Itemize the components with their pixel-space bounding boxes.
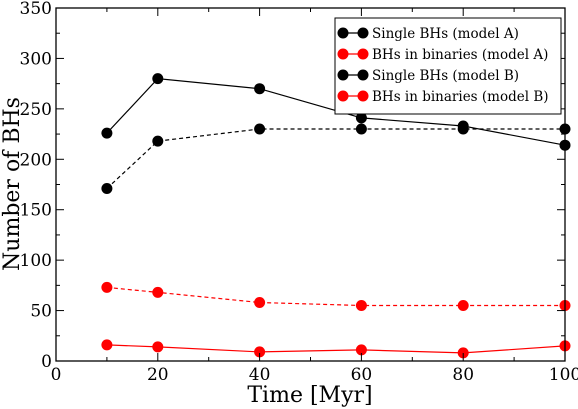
series-line bbox=[106, 286, 565, 307]
data-point bbox=[457, 300, 469, 311]
x-tick-label: 60 bbox=[351, 365, 373, 385]
x-tick-label: 100 bbox=[549, 365, 578, 385]
data-point bbox=[457, 347, 469, 359]
legend-marker bbox=[357, 90, 369, 102]
data-point bbox=[152, 73, 164, 85]
series-line bbox=[106, 128, 565, 189]
y-tick-label: 0 bbox=[41, 352, 52, 372]
data-point bbox=[101, 127, 113, 139]
y-tick-label: 300 bbox=[20, 49, 52, 69]
y-tick-label: 250 bbox=[20, 100, 52, 120]
legend-label: BHs in binaries (model A) bbox=[372, 47, 548, 63]
legend-box bbox=[334, 17, 562, 115]
legend-marker bbox=[357, 69, 369, 81]
x-axis-title: Time [Myr] bbox=[247, 383, 372, 408]
legend-label: Single BHs (model B) bbox=[372, 68, 519, 84]
data-point bbox=[101, 339, 113, 351]
legend-marker bbox=[337, 48, 349, 60]
legend-label: Single BHs (model A) bbox=[372, 26, 519, 42]
data-point bbox=[254, 83, 266, 95]
legend: Single BHs (model A) BHs in binaries (mod… bbox=[334, 17, 562, 115]
series-line bbox=[106, 344, 566, 354]
y-tick-label: 50 bbox=[30, 302, 52, 322]
data-point bbox=[254, 346, 266, 358]
data-point bbox=[152, 135, 164, 147]
data-point bbox=[355, 112, 367, 124]
data-point bbox=[152, 286, 164, 298]
data-point bbox=[355, 300, 367, 311]
data-point bbox=[101, 281, 113, 293]
legend-marker bbox=[337, 69, 349, 81]
data-point bbox=[355, 344, 367, 356]
x-tick-label: 40 bbox=[249, 365, 271, 385]
legend-marker bbox=[357, 27, 369, 39]
data-point bbox=[457, 123, 469, 135]
legend-marker bbox=[357, 48, 369, 60]
axis-ticks: 0 20 40 60 80 100 0 50 100 150 200 250 300 350 bbox=[20, 0, 578, 385]
legend-label: BHs in binaries (model B) bbox=[372, 89, 549, 105]
data-point bbox=[101, 183, 113, 194]
y-axis-title: Number of BHs bbox=[0, 97, 25, 271]
legend-marker bbox=[337, 27, 349, 39]
series-layer bbox=[101, 73, 571, 359]
x-tick-label: 80 bbox=[452, 365, 474, 385]
data-point bbox=[254, 123, 266, 135]
x-tick-label: 20 bbox=[147, 365, 169, 385]
y-tick-label: 100 bbox=[20, 251, 52, 271]
data-point bbox=[355, 123, 367, 135]
data-point bbox=[152, 341, 164, 353]
legend-marker bbox=[337, 90, 349, 102]
data-point bbox=[254, 297, 266, 308]
y-tick-label: 350 bbox=[20, 0, 52, 19]
y-tick-label: 150 bbox=[20, 201, 52, 221]
x-tick-label: 0 bbox=[51, 365, 62, 385]
y-tick-label: 200 bbox=[20, 150, 52, 170]
